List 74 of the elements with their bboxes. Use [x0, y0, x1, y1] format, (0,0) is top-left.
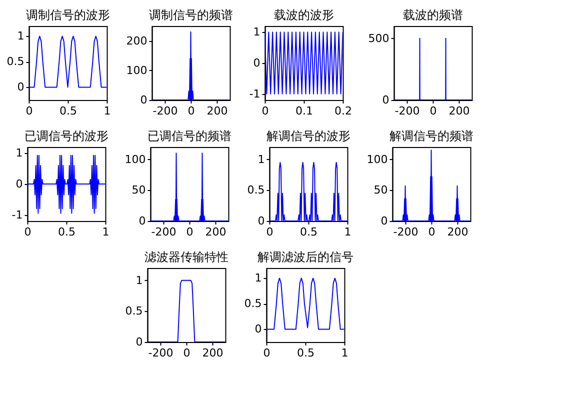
chart-title: 解调信号的频谱	[389, 129, 474, 143]
x-tick-label: -200	[393, 226, 418, 238]
y-tick-label: 1	[253, 26, 260, 39]
y-tick-label: 0	[258, 214, 265, 228]
y-tick-label: 0.5	[6, 55, 24, 68]
chart-title: 已调信号的频谱	[147, 129, 232, 143]
y-tick-label: 50	[374, 184, 388, 197]
x-tick-label: 0	[186, 226, 194, 238]
chart-title: 调制信号的频谱	[148, 8, 233, 22]
x-tick-label: 0	[188, 104, 195, 118]
line-series	[147, 280, 226, 342]
x-tick-label: 0.5	[300, 226, 318, 238]
y-tick-label: 100	[126, 64, 148, 77]
y-tick-label: 0	[17, 80, 24, 94]
chart-title: 解调滤波后的信号	[257, 250, 354, 264]
line-series	[150, 152, 228, 221]
line-series	[269, 162, 348, 221]
x-tick-label: -200	[152, 104, 178, 118]
y-tick-label: 0	[136, 336, 143, 348]
x-tick-label: 1	[104, 104, 111, 118]
y-tick-label: 0	[380, 214, 388, 228]
line-series	[27, 154, 106, 214]
x-tick-label: 0	[266, 226, 274, 238]
x-tick-label: 200	[448, 104, 470, 118]
chart-title: 滤波器传输特性	[144, 250, 228, 264]
chart-title: 已调信号的波形	[24, 129, 108, 143]
y-tick-label: 0	[16, 178, 23, 190]
x-tick-label: 200	[447, 226, 468, 238]
x-tick-label: 0	[428, 226, 436, 238]
x-tick-label: 0	[430, 104, 437, 118]
y-tick-label: 500	[368, 32, 390, 45]
x-tick-label: 0.1	[296, 104, 313, 118]
x-tick-label: 1	[344, 226, 352, 238]
y-tick-label: 1	[254, 272, 262, 285]
y-tick-label: 200	[126, 34, 148, 48]
line-series	[28, 36, 107, 88]
x-tick-label: -200	[148, 346, 174, 360]
x-tick-label: 0.5	[60, 104, 77, 118]
y-tick-label: 0	[253, 56, 260, 70]
y-tick-label: 0.5	[125, 304, 143, 318]
x-tick-label: 200	[202, 346, 224, 360]
x-tick-label: 1	[102, 226, 110, 238]
chart-title: 调制信号的波形	[26, 8, 110, 22]
x-tick-label: 0.5	[297, 346, 314, 360]
x-tick-label: 0.5	[58, 226, 76, 238]
y-tick-label: 1	[17, 30, 24, 43]
y-tick-label: 100	[366, 152, 388, 166]
x-tick-label: -200	[151, 226, 176, 238]
line-series	[266, 278, 344, 330]
x-tick-label: 1	[341, 346, 348, 360]
chart-title: 载波的频谱	[402, 8, 463, 22]
y-tick-label: 50	[132, 184, 146, 197]
y-tick-label: 0	[382, 94, 390, 106]
chart-title: 解调信号的波形	[266, 129, 350, 143]
line-series	[152, 31, 230, 100]
x-tick-label: 0.2	[334, 104, 352, 118]
y-tick-label: 0	[254, 322, 262, 336]
x-tick-label: 0	[26, 104, 33, 118]
x-tick-label: 200	[205, 226, 226, 238]
y-tick-label: 0.5	[247, 184, 265, 197]
y-tick-label: -1	[249, 87, 260, 100]
y-tick-label: 0.5	[244, 297, 262, 310]
line-series	[392, 150, 470, 221]
y-tick-label: 1	[16, 146, 23, 160]
y-tick-label: 100	[124, 152, 146, 166]
x-tick-label: 200	[206, 104, 228, 118]
y-tick-label: -1	[12, 208, 23, 222]
y-tick-label: 1	[136, 274, 143, 287]
chart-title: 载波的波形	[274, 8, 334, 22]
y-tick-label: 0	[140, 94, 148, 106]
y-tick-label: 1	[258, 152, 265, 166]
x-tick-label: -200	[394, 104, 420, 118]
y-tick-label: 0	[138, 214, 146, 228]
x-tick-label: 0	[183, 346, 190, 360]
